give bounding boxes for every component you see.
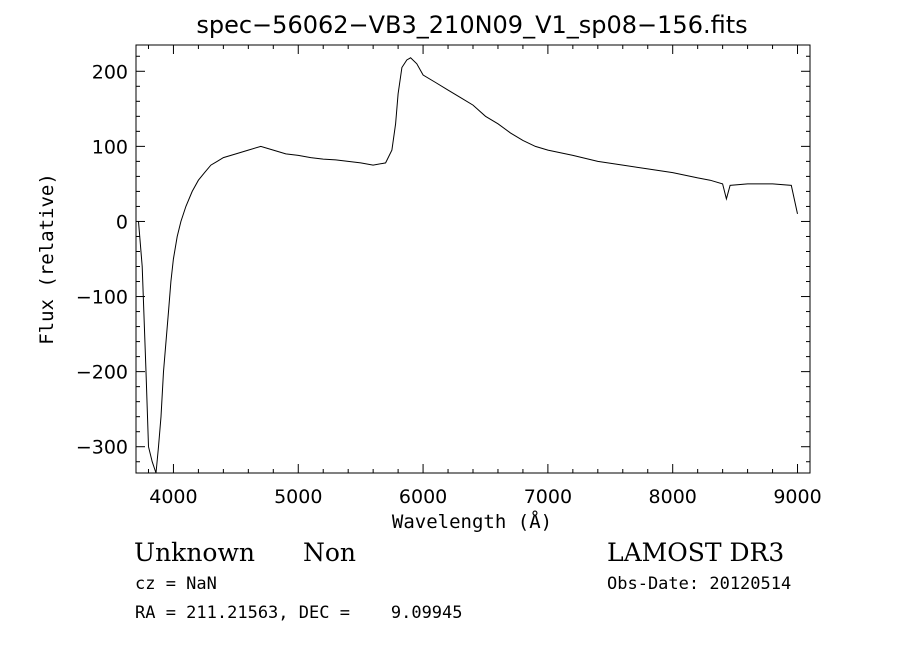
- redshift-label: cz = NaN: [135, 574, 217, 594]
- y-axis-tick-labels: −300 −200 −100 0 100 200: [76, 61, 128, 458]
- x-tick-label: 5000: [274, 486, 322, 508]
- x-tick-label: 9000: [773, 486, 821, 508]
- y-tick-label: −100: [76, 287, 128, 309]
- chart-title: spec−56062−VB3_210N09_V1_sp08−156.fits: [196, 11, 747, 39]
- object-class-label: Unknown: [134, 538, 255, 567]
- y-tick-label: −300: [76, 437, 128, 459]
- x-tick-label: 8000: [649, 486, 697, 508]
- spectrum-line: [138, 57, 798, 474]
- x-tick-label: 7000: [524, 486, 572, 508]
- x-axis-ticks: [147, 45, 799, 473]
- y-tick-label: 200: [92, 61, 128, 83]
- plot-frame: [135, 44, 811, 474]
- y-axis-ticks: [136, 55, 810, 463]
- subclass-label: Non: [303, 538, 357, 567]
- x-tick-label: 4000: [149, 486, 197, 508]
- obs-date-label: Obs-Date: 20120514: [607, 574, 792, 594]
- y-tick-label: 100: [92, 136, 128, 158]
- x-axis-title: Wavelength (Å): [392, 510, 552, 533]
- survey-label: LAMOST DR3: [607, 538, 785, 567]
- x-axis-tick-labels: 4000 5000 6000 7000 8000 9000: [149, 486, 821, 508]
- y-tick-label: 0: [116, 211, 128, 233]
- y-axis-title: Flux (relative): [36, 173, 58, 345]
- y-tick-label: −200: [76, 362, 128, 384]
- coordinates-label: RA = 211.21563, DEC = 9.09945: [135, 603, 463, 623]
- x-tick-label: 6000: [399, 486, 447, 508]
